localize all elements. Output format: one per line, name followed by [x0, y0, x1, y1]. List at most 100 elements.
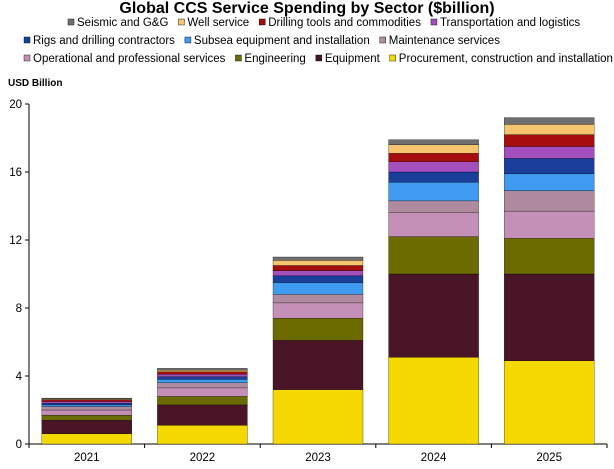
bar-segment-procurement-construction-and-installation: [388, 357, 479, 445]
x-tick-label: 2022: [190, 452, 216, 464]
bar-stack-2022: [157, 368, 248, 445]
bar-segment-operational-and-professional-services: [504, 210, 595, 239]
legend-label: Engineering: [244, 53, 305, 65]
bar-segment-equipment: [157, 404, 248, 426]
bar-segment-rigs-and-drilling-contractors: [504, 158, 595, 174]
bar-segment-seismic-and-gandg: [41, 397, 132, 400]
y-tick-label: 16: [9, 167, 22, 179]
legend-item-subsea-equipment-and-installation: Subsea equipment and installation: [184, 35, 370, 47]
bar-segment-engineering: [157, 396, 248, 406]
legend-swatch: [258, 18, 266, 26]
legend-label: Well service: [187, 17, 249, 29]
bar-segment-equipment: [504, 273, 595, 361]
y-tick-label: 4: [16, 371, 23, 383]
bar-segment-procurement-construction-and-installation: [41, 433, 132, 445]
bar-segment-drilling-tools-and-commodities: [388, 153, 479, 162]
bar-segment-procurement-construction-and-installation: [272, 389, 364, 445]
legend-swatch: [430, 18, 438, 26]
legend-item-seismic-and-gandg: Seismic and G&G: [67, 17, 168, 29]
bar-segment-engineering: [388, 236, 479, 275]
bar-segment-maintenance-services: [41, 406, 132, 411]
legend-label: Operational and professional services: [33, 53, 226, 65]
bars: [41, 117, 595, 445]
legend-item-equipment: Equipment: [315, 53, 381, 65]
legend: Seismic and G&G Well service Drilling tool…: [23, 17, 613, 65]
y-axis-label: USD Billion: [8, 78, 62, 89]
legend-item-transportation-and-logistics: Transportation and logistics: [430, 17, 580, 29]
legend-item-drilling-tools-and-commodities: Drilling tools and commodities: [258, 17, 421, 29]
x-tick-label: 2025: [536, 452, 562, 464]
bar-segment-maintenance-services: [504, 190, 595, 212]
bar-segment-subsea-equipment-and-installation: [388, 182, 479, 202]
bar-segment-procurement-construction-and-installation: [504, 360, 595, 445]
bar-segment-rigs-and-drilling-contractors: [272, 275, 364, 283]
bar-segment-engineering: [504, 238, 595, 275]
legend-item-maintenance-services: Maintenance services: [379, 35, 500, 47]
x-tick-label: 2023: [305, 452, 331, 464]
bar-segment-drilling-tools-and-commodities: [504, 134, 595, 147]
bar-stack-2025: [504, 117, 595, 445]
bar-segment-rigs-and-drilling-contractors: [157, 376, 248, 380]
legend-swatch: [23, 36, 31, 44]
bar-segment-seismic-and-gandg: [157, 368, 248, 371]
bar-segment-operational-and-professional-services: [41, 409, 132, 416]
bar-stack-2021: [41, 397, 132, 445]
legend-swatch: [235, 54, 242, 62]
legend-swatch: [178, 18, 185, 26]
legend-item-well-service: Well service: [178, 17, 249, 29]
y-tick-label: 0: [16, 439, 22, 451]
bar-segment-equipment: [388, 273, 479, 358]
bar-segment-equipment: [272, 340, 364, 390]
y-tick-label: 12: [9, 235, 22, 247]
legend-label: Subsea equipment and installation: [194, 35, 370, 47]
legend-row: Rigs and drilling contractors Subsea equi…: [23, 35, 500, 47]
bar-segment-maintenance-services: [272, 294, 364, 304]
legend-swatch: [23, 54, 31, 62]
bar-segment-operational-and-professional-services: [157, 387, 248, 397]
legend-row: Operational and professional services Eng…: [23, 53, 613, 65]
legend-item-engineering: Engineering: [235, 53, 306, 65]
bar-segment-engineering: [41, 414, 132, 421]
legend-swatch: [184, 36, 192, 44]
chart-title: Global CCS Service Spending by Sector ($…: [119, 0, 494, 17]
bar-segment-subsea-equipment-and-installation: [272, 282, 364, 295]
x-tick-label: 2021: [74, 452, 100, 464]
bar-segment-well-service: [272, 260, 364, 266]
y-tick-labels: 0 4 8 12 16 20: [9, 99, 22, 451]
bar-segment-seismic-and-gandg: [388, 139, 479, 145]
bar-segment-operational-and-professional-services: [388, 212, 479, 237]
legend-label: Maintenance services: [389, 35, 500, 47]
bar-segment-transportation-and-logistics: [504, 146, 595, 159]
bar-segment-drilling-tools-and-commodities: [272, 265, 364, 271]
bar-stack-2024: [388, 139, 479, 445]
bar-segment-transportation-and-logistics: [388, 161, 479, 173]
bar-segment-drilling-tools-and-commodities: [157, 371, 248, 375]
y-tick-label: 8: [16, 303, 22, 315]
bar-segment-operational-and-professional-services: [272, 302, 364, 319]
bar-segment-seismic-and-gandg: [272, 256, 364, 261]
y-tick-label: 20: [9, 99, 22, 111]
bar-segment-transportation-and-logistics: [41, 401, 132, 404]
bar-segment-drilling-tools-and-commodities: [41, 399, 132, 402]
legend-swatch: [379, 36, 386, 44]
legend-label: Procurement, construction and installati…: [399, 53, 613, 65]
bar-segment-subsea-equipment-and-installation: [504, 173, 595, 191]
bar-segment-well-service: [157, 369, 248, 372]
legend-swatch: [67, 18, 75, 26]
legend-label: Seismic and G&G: [77, 17, 168, 29]
legend-swatch: [389, 54, 396, 62]
legend-label: Equipment: [325, 53, 381, 65]
bar-segment-rigs-and-drilling-contractors: [388, 171, 479, 183]
bar-segment-well-service: [504, 124, 595, 135]
bar-segment-seismic-and-gandg: [504, 117, 595, 125]
legend-label: Rigs and drilling contractors: [33, 35, 175, 47]
legend-label: Transportation and logistics: [440, 17, 580, 29]
bar-segment-well-service: [388, 144, 479, 154]
bar-segment-rigs-and-drilling-contractors: [41, 403, 132, 406]
legend-swatch: [315, 54, 323, 62]
bar-segment-transportation-and-logistics: [272, 270, 364, 276]
bar-stack-2023: [272, 256, 364, 445]
x-tick-labels: 2021 2022 2023 2024 2025: [74, 452, 562, 464]
x-tick-label: 2024: [421, 452, 447, 464]
